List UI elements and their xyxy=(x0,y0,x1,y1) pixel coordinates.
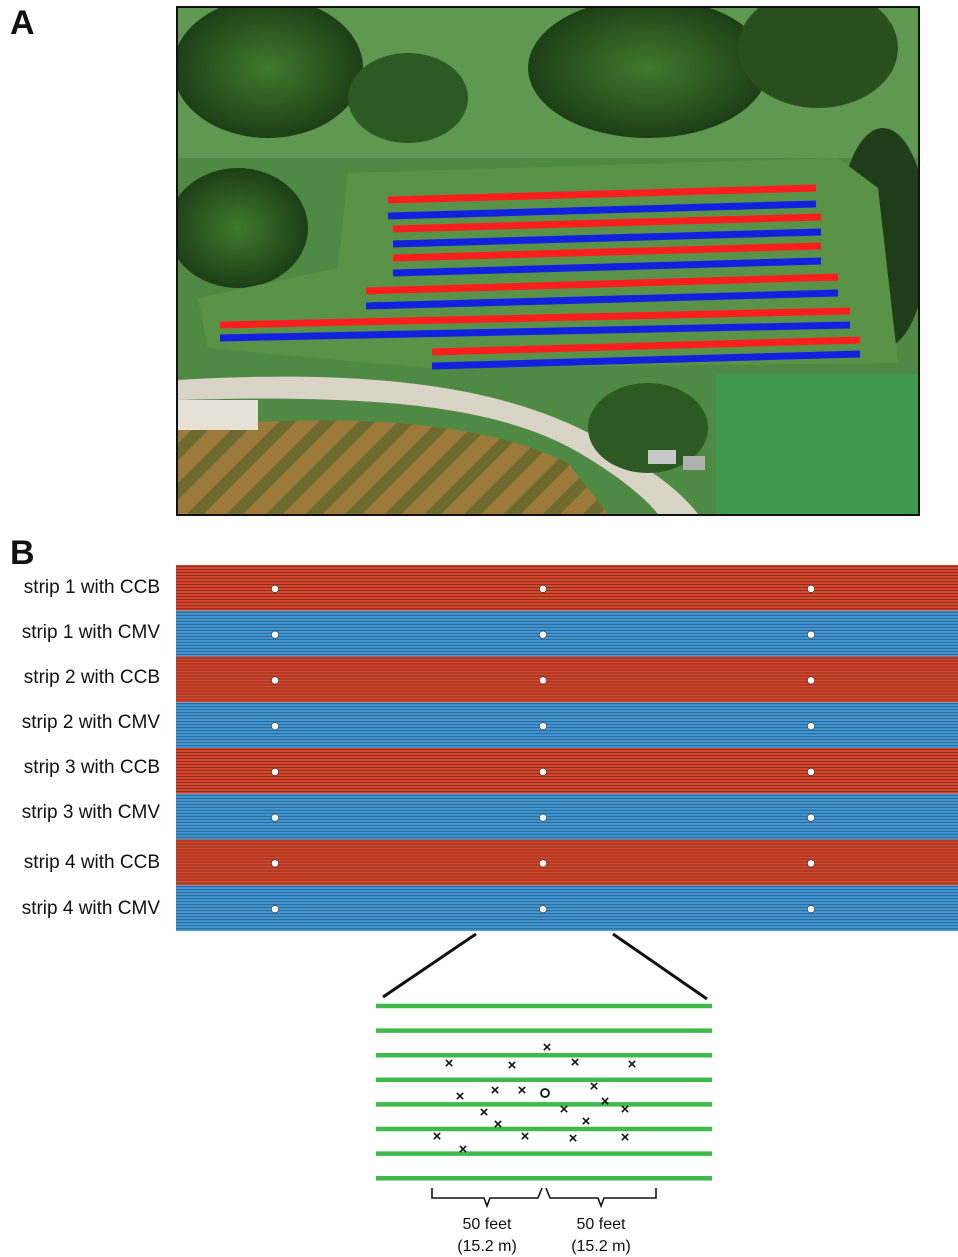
plant-sample-mark: × xyxy=(621,1101,630,1118)
plant-sample-mark: × xyxy=(494,1116,503,1133)
sampling-point xyxy=(807,767,815,776)
sampling-point xyxy=(539,767,547,776)
sampling-point xyxy=(807,584,815,593)
sampling-point xyxy=(271,859,279,868)
sampling-point xyxy=(271,767,279,776)
strip-label: strip 3 with CMV xyxy=(21,802,160,823)
tree-cluster xyxy=(348,53,468,143)
cmv-strip-line xyxy=(365,289,839,310)
sampling-point xyxy=(807,676,815,685)
sampling-point xyxy=(539,630,547,639)
sampling-point xyxy=(539,813,547,822)
plant-sample-mark: × xyxy=(569,1130,578,1147)
cmv-strip-line xyxy=(387,200,817,220)
tree-cluster xyxy=(178,168,308,288)
sampling-point xyxy=(807,722,815,731)
sampling-point xyxy=(807,813,815,822)
ccb-strip-line xyxy=(365,273,839,295)
sampling-point xyxy=(271,584,279,593)
plant-sample-mark: × xyxy=(518,1082,527,1099)
cmv-strip-line xyxy=(392,228,822,248)
strip-label: strip 2 with CMV xyxy=(21,712,160,733)
sampling-point xyxy=(271,722,279,731)
strip-label: strip 2 with CCB xyxy=(23,667,160,688)
tree-cluster xyxy=(738,8,898,108)
cmv-strip-line xyxy=(431,350,861,370)
house xyxy=(683,456,705,470)
strip-label: strip 4 with CCB xyxy=(23,852,160,873)
strip-label: strip 1 with CCB xyxy=(23,577,160,598)
aerial-photo-drawing xyxy=(178,8,918,514)
left-distance-label: 50 feet xyxy=(462,1216,512,1233)
strip-label: strip 1 with CMV xyxy=(21,622,160,643)
gravel-area xyxy=(178,400,258,430)
plant-sample-mark: × xyxy=(560,1101,569,1118)
plant-sample-mark: × xyxy=(445,1055,454,1072)
sampling-point xyxy=(271,630,279,639)
distance-bracket-right xyxy=(545,1187,657,1209)
sampling-point xyxy=(807,905,815,914)
sampling-point xyxy=(539,722,547,731)
tree-cluster xyxy=(588,383,708,473)
plant-sample-mark: × xyxy=(628,1056,637,1073)
plant-sample-mark: × xyxy=(456,1088,465,1105)
plant-sample-mark: × xyxy=(433,1128,442,1145)
plant-sample-mark: × xyxy=(480,1104,489,1121)
sampling-point xyxy=(271,905,279,914)
strip-band-1 xyxy=(176,565,958,611)
plant-sample-mark: × xyxy=(543,1039,552,1056)
house xyxy=(648,450,676,464)
zoom-connector-line xyxy=(612,932,708,1001)
aerial-photo xyxy=(176,6,920,516)
left-distance-metric-label: (15.2 m) xyxy=(457,1238,517,1255)
sampling-point xyxy=(807,859,815,868)
plant-sample-mark: × xyxy=(590,1078,599,1095)
zoom-connector-line xyxy=(382,932,477,999)
strip-band-7 xyxy=(176,839,958,886)
strip-band-8 xyxy=(176,885,958,931)
tree-cluster xyxy=(178,8,363,138)
sampling-point xyxy=(807,630,815,639)
strip-label: strip 3 with CCB xyxy=(23,757,160,778)
sampling-point xyxy=(271,813,279,822)
panel-b-label: B xyxy=(10,534,35,572)
distance-bracket-left xyxy=(431,1187,543,1209)
strip-band-2 xyxy=(176,610,958,657)
plant-sample-mark: × xyxy=(521,1128,530,1145)
ccb-strip-line xyxy=(431,336,861,356)
plant-sample-mark: × xyxy=(601,1093,610,1110)
green-field xyxy=(716,374,918,514)
plant-sample-mark: × xyxy=(459,1141,468,1158)
strip-band-5 xyxy=(176,748,958,794)
panel-a-label: A xyxy=(10,4,35,42)
strip-layout xyxy=(176,565,958,931)
sampling-point xyxy=(539,859,547,868)
plant-sample-mark: × xyxy=(508,1057,517,1074)
harvested-field xyxy=(178,420,608,514)
center-sampling-point xyxy=(540,1088,550,1098)
strip-band-6 xyxy=(176,793,958,840)
plant-sample-mark: × xyxy=(621,1129,630,1146)
strip-band-3 xyxy=(176,656,958,703)
cmv-strip-line xyxy=(392,257,822,277)
plant-sample-mark: × xyxy=(571,1054,580,1071)
ccb-strip-line xyxy=(219,307,851,329)
plant-sample-mark: × xyxy=(491,1082,500,1099)
sampling-point xyxy=(539,584,547,593)
sampling-point xyxy=(539,676,547,685)
sampling-point xyxy=(271,676,279,685)
right-distance-label: 50 feet xyxy=(576,1216,626,1233)
tree-cluster xyxy=(528,8,768,138)
ccb-strip-line xyxy=(392,213,822,233)
strip-band-4 xyxy=(176,702,958,748)
sampling-point xyxy=(539,905,547,914)
strip-label: strip 4 with CMV xyxy=(21,898,160,919)
ccb-strip-line xyxy=(392,242,822,262)
aerial-strips xyxy=(219,184,861,370)
plant-sample-mark: × xyxy=(582,1113,591,1130)
cmv-strip-line xyxy=(219,321,851,342)
right-distance-metric-label: (15.2 m) xyxy=(571,1238,631,1255)
ccb-strip-line xyxy=(387,184,817,204)
